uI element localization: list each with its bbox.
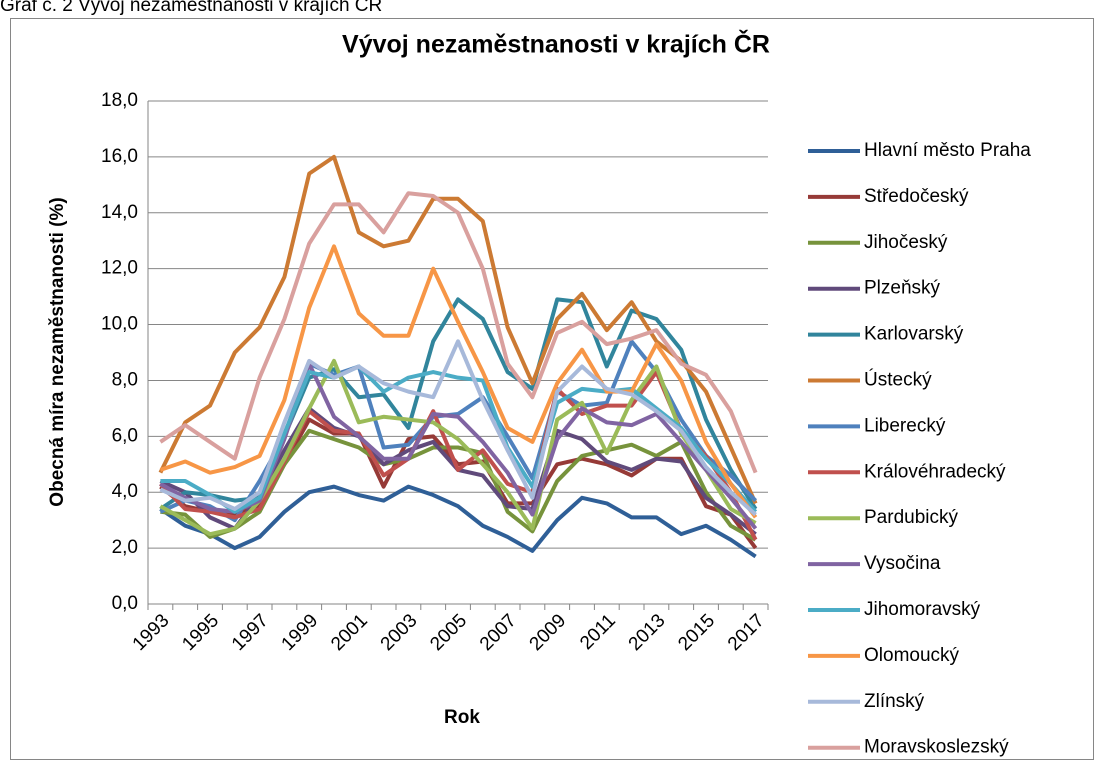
x-tick-label: 1999 <box>278 610 323 655</box>
legend-label: Středočeský <box>864 186 969 207</box>
x-tick-label: 2015 <box>674 610 719 655</box>
x-tick-label: 2005 <box>426 610 471 655</box>
y-tick-label: 16,0 <box>101 146 138 167</box>
y-tick-label: 18,0 <box>101 90 138 111</box>
series-line <box>159 339 758 523</box>
x-tick-label: 2009 <box>526 610 571 655</box>
y-tick-label: 12,0 <box>101 258 138 279</box>
chart-title: Vývoj nezaměstnanosti v krajích ČR <box>342 29 770 59</box>
x-tick-label: 1993 <box>129 610 174 655</box>
series-line <box>159 191 758 474</box>
x-axis-label: Rok <box>444 707 480 728</box>
legend-label: Jihomoravský <box>864 599 981 620</box>
y-axis-label: Obecná míra nezaměstnanosti (%) <box>47 197 68 506</box>
legend-label: Plzeňský <box>864 278 941 299</box>
series-line <box>160 428 757 542</box>
y-tick-label: 8,0 <box>112 369 138 390</box>
legend-label: Vysočina <box>864 553 941 574</box>
legend-label: Ústecký <box>864 369 932 391</box>
legend-label: Zlínský <box>864 691 925 712</box>
x-tick-label: 2017 <box>724 610 769 655</box>
series-line <box>159 244 758 519</box>
y-tick-label: 6,0 <box>112 425 138 446</box>
x-tick-label: 2001 <box>327 610 372 655</box>
x-tick-label: 1995 <box>178 610 223 655</box>
caption: Graf č. 2 Vývoj nezaměstnanosti v krajíc… <box>0 0 382 16</box>
legend-label: Jihočeský <box>864 232 948 253</box>
series-line <box>159 361 758 530</box>
y-tick-label: 14,0 <box>101 202 138 223</box>
y-tick-label: 2,0 <box>112 537 138 558</box>
legend-label: Pardubický <box>864 507 958 528</box>
x-tick-label: 2007 <box>476 610 521 655</box>
y-tick-label: 10,0 <box>101 314 138 335</box>
legend-label: Karlovarský <box>864 324 964 345</box>
x-tick-label: 1997 <box>228 610 273 655</box>
legend-label: Liberecký <box>864 415 946 436</box>
series-line <box>159 484 757 559</box>
x-tick-label: 2013 <box>625 610 670 655</box>
legend-label: Moravskoslezský <box>864 737 1009 758</box>
x-tick-label: 2003 <box>377 610 422 655</box>
series-line <box>160 364 758 514</box>
series-line <box>159 339 757 517</box>
y-tick-label: 0,0 <box>112 593 138 614</box>
legend-label: Olomoucký <box>864 645 960 666</box>
y-tick-label: 4,0 <box>112 481 138 502</box>
series-line <box>158 154 758 505</box>
legend-label: Královéhradecký <box>864 461 1006 482</box>
x-tick-label: 2011 <box>576 610 620 654</box>
legend-label: Hlavní město Praha <box>864 140 1031 161</box>
